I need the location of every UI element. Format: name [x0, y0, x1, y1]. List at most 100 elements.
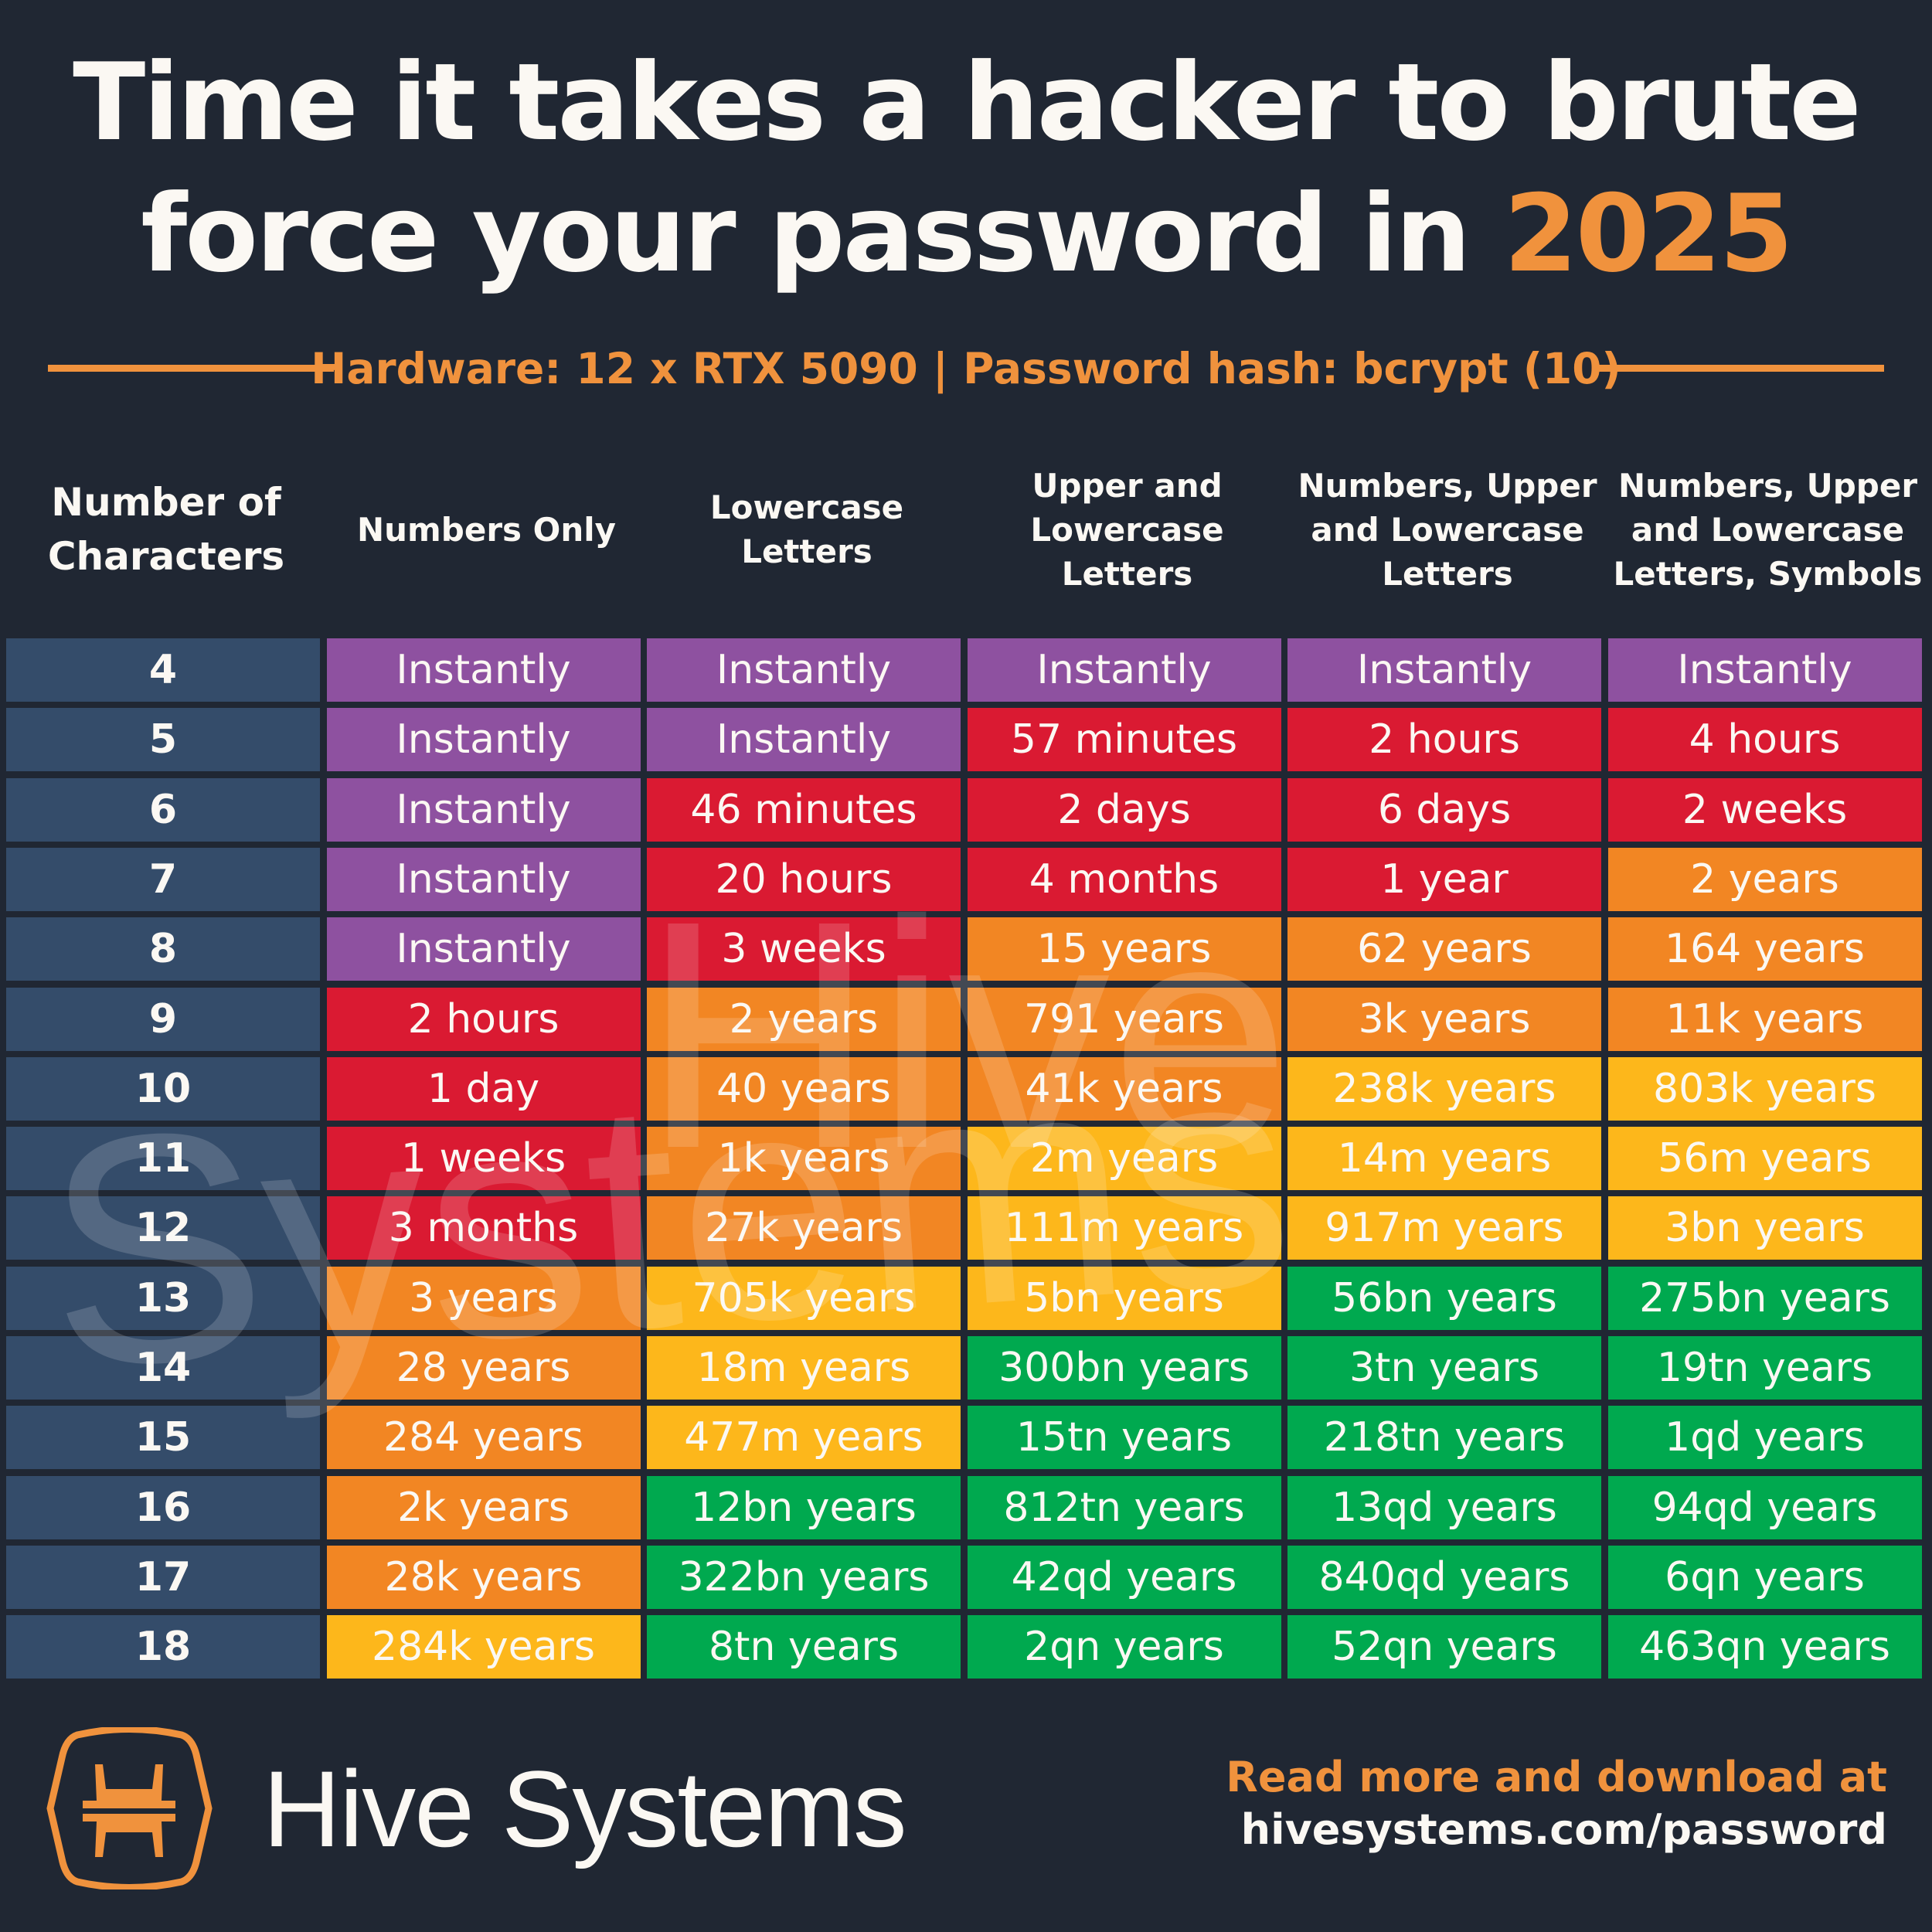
- table-cell: 8tn years: [647, 1615, 961, 1679]
- row-char-count: 9: [6, 987, 320, 1051]
- title-prefix: force your password in: [141, 172, 1504, 296]
- table-cell: Instantly: [326, 708, 641, 772]
- table-cell: 322bn years: [647, 1545, 961, 1609]
- table-cell: 28 years: [326, 1336, 641, 1400]
- table-cell: 2 years: [1607, 847, 1922, 911]
- table-cell: 28k years: [326, 1545, 641, 1609]
- row-char-count: 10: [6, 1056, 320, 1121]
- table-cell: 3 months: [326, 1196, 641, 1260]
- table-cell: 1 day: [326, 1056, 641, 1121]
- row-char-count: 14: [6, 1336, 320, 1400]
- table-cell: Instantly: [647, 638, 961, 702]
- table-cell: 11k years: [1607, 987, 1922, 1051]
- table-cell: 15tn years: [967, 1406, 1281, 1470]
- table-cell: 300bn years: [967, 1336, 1281, 1400]
- table-cell: 52qn years: [1287, 1615, 1601, 1679]
- footer-cta: Read more and download at: [1226, 1753, 1887, 1801]
- table-cell: 42qd years: [967, 1545, 1281, 1609]
- table-cell: 2qn years: [967, 1615, 1281, 1679]
- row-char-count: 16: [6, 1475, 320, 1539]
- column-header: Numbers Only: [356, 510, 617, 549]
- table-cell: 477m years: [647, 1406, 961, 1470]
- table-cell: 164 years: [1607, 917, 1922, 981]
- hive-logo-icon: [43, 1726, 216, 1893]
- table-cell: 840qd years: [1287, 1545, 1601, 1609]
- table-cell: 18m years: [647, 1336, 961, 1400]
- title-line-1: Time it takes a hacker to brute: [73, 40, 1862, 165]
- row-char-count: 5: [6, 708, 320, 772]
- table-cell: 3 years: [326, 1266, 641, 1330]
- divider-right: [1598, 365, 1884, 372]
- table-cell: Instantly: [326, 917, 641, 981]
- row-char-count: 13: [6, 1266, 320, 1330]
- table-cell: Instantly: [967, 638, 1281, 702]
- table-cell: 1 year: [1287, 847, 1601, 911]
- table-cell: 705k years: [647, 1266, 961, 1330]
- row-char-count: 17: [6, 1545, 320, 1609]
- footer-url[interactable]: hivesystems.com/password: [1240, 1805, 1887, 1854]
- table-cell: Instantly: [326, 777, 641, 842]
- table-cell: 1k years: [647, 1127, 961, 1191]
- table-cell: 62 years: [1287, 917, 1601, 981]
- table-cell: 2 weeks: [1607, 777, 1922, 842]
- title-line-2: force your password in 2025: [0, 168, 1932, 300]
- table-cell: 111m years: [967, 1196, 1281, 1260]
- divider-left: [48, 365, 334, 372]
- table-cell: 3 weeks: [647, 917, 961, 981]
- table-cell: 94qd years: [1607, 1475, 1922, 1539]
- table-cell: 791 years: [967, 987, 1281, 1051]
- table-cell: Instantly: [326, 638, 641, 702]
- table-cell: 3bn years: [1607, 1196, 1922, 1260]
- table-cell: Instantly: [647, 708, 961, 772]
- table-cell: 41k years: [967, 1056, 1281, 1121]
- table-cell: 463qn years: [1607, 1615, 1922, 1679]
- table-cell: Instantly: [1607, 638, 1922, 702]
- column-header: Upper and Lowercase Letters: [1030, 466, 1224, 593]
- column-header: Lowercase Letters: [709, 488, 904, 570]
- table-cell: 2 days: [967, 777, 1281, 842]
- row-char-count: 15: [6, 1406, 320, 1470]
- table-cell: 56bn years: [1287, 1266, 1601, 1330]
- table-cell: 12bn years: [647, 1475, 961, 1539]
- table-cell: 14m years: [1287, 1127, 1601, 1191]
- table-cell: 2 years: [647, 987, 961, 1051]
- table-cell: 812tn years: [967, 1475, 1281, 1539]
- table-cell: 218tn years: [1287, 1406, 1601, 1470]
- table-cell: 2k years: [326, 1475, 641, 1539]
- table-cell: 1 weeks: [326, 1127, 641, 1191]
- table-cell: 2 hours: [326, 987, 641, 1051]
- table-cell: 2m years: [967, 1127, 1281, 1191]
- table-cell: 284k years: [326, 1615, 641, 1679]
- row-char-count: 4: [6, 638, 320, 702]
- column-header: Numbers, Upper and Lowercase Letters, Sy…: [1613, 466, 1923, 593]
- row-char-count: 11: [6, 1127, 320, 1191]
- table-cell: 238k years: [1287, 1056, 1601, 1121]
- table-cell: 5bn years: [967, 1266, 1281, 1330]
- subtitle: Hardware: 12 x RTX 5090 | Password hash:…: [311, 344, 1621, 393]
- footer-brand: Hive Systems: [263, 1748, 907, 1869]
- column-header: Numbers, Upper and Lowercase Letters: [1298, 466, 1597, 593]
- table-cell: 2 hours: [1287, 708, 1601, 772]
- table-cell: 917m years: [1287, 1196, 1601, 1260]
- table-cell: 19tn years: [1607, 1336, 1922, 1400]
- table-cell: 275bn years: [1607, 1266, 1922, 1330]
- table-cell: Instantly: [326, 847, 641, 911]
- column-header: Number of Characters: [47, 480, 285, 579]
- table-cell: 57 minutes: [967, 708, 1281, 772]
- row-char-count: 18: [6, 1615, 320, 1679]
- table-cell: Instantly: [1287, 638, 1601, 702]
- table-cell: 3k years: [1287, 987, 1601, 1051]
- table-cell: 803k years: [1607, 1056, 1922, 1121]
- table-cell: 6 days: [1287, 777, 1601, 842]
- table-cell: 56m years: [1607, 1127, 1922, 1191]
- table-cell: 284 years: [326, 1406, 641, 1470]
- table-cell: 4 hours: [1607, 708, 1922, 772]
- table-cell: 1qd years: [1607, 1406, 1922, 1470]
- table-cell: 13qd years: [1287, 1475, 1601, 1539]
- row-char-count: 7: [6, 847, 320, 911]
- row-char-count: 12: [6, 1196, 320, 1260]
- table-cell: 40 years: [647, 1056, 961, 1121]
- table-cell: 3tn years: [1287, 1336, 1601, 1400]
- table-cell: 4 months: [967, 847, 1281, 911]
- table-cell: 27k years: [647, 1196, 961, 1260]
